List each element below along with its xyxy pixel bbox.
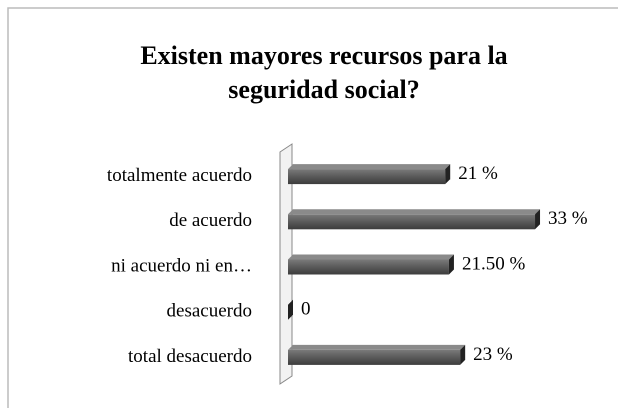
bar-side xyxy=(448,254,454,275)
axis-wall xyxy=(279,143,293,385)
y-tick-label: ni acuerdo ni en… xyxy=(111,255,252,276)
y-tick-label: desacuerdo xyxy=(167,301,252,322)
bar-side xyxy=(288,299,293,320)
value-label: 21 % xyxy=(458,163,498,184)
bar-top xyxy=(288,344,466,350)
value-label: 23 % xyxy=(473,344,513,365)
chart-frame xyxy=(7,7,618,408)
bar-side xyxy=(535,209,541,230)
value-label: 33 % xyxy=(548,208,588,229)
bar-top xyxy=(288,254,454,260)
value-label: 0 xyxy=(301,299,311,320)
bar xyxy=(288,349,461,365)
y-tick-label: total desacuerdo xyxy=(128,346,252,367)
bar-side xyxy=(445,164,451,185)
y-tick-label: de acuerdo xyxy=(169,210,252,231)
title-line: Existen mayores recursos para la xyxy=(140,41,507,70)
bar xyxy=(288,214,536,230)
title-line: seguridad social? xyxy=(228,75,419,104)
chart-title: Existen mayores recursos para la segurida… xyxy=(140,41,507,104)
bar xyxy=(288,259,449,275)
bar xyxy=(288,169,446,185)
bar-side xyxy=(460,344,466,365)
bar-top xyxy=(288,164,451,170)
y-tick-label: totalmente acuerdo xyxy=(107,165,252,186)
bar-top xyxy=(288,209,541,215)
value-label: 21.50 % xyxy=(462,253,526,274)
